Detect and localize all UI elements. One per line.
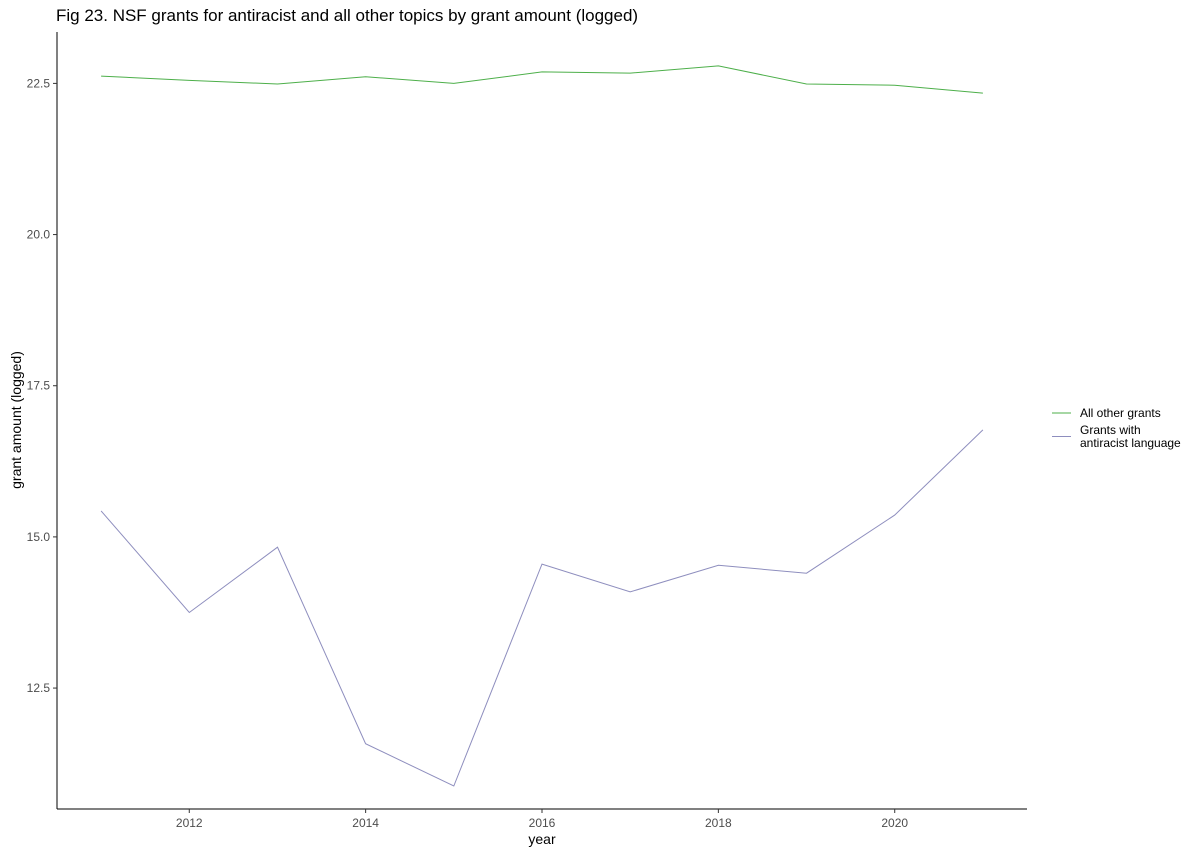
y-tick-label: 20.0	[27, 228, 51, 242]
x-tick-label: 2020	[881, 816, 908, 830]
x-tick-label: 2018	[705, 816, 732, 830]
x-ticks: 2012 2014 2016 2018 2020	[176, 809, 908, 830]
legend-label-1: Grants with antiracist language	[1080, 423, 1181, 450]
axes	[56, 32, 1027, 810]
plot-lines	[100, 65, 984, 787]
x-tick-label: 2014	[352, 816, 379, 830]
y-ticks: 12.5 15.0 17.5 20.0 22.5	[27, 76, 57, 695]
y-tick-label: 15.0	[27, 530, 51, 544]
series-line-0	[101, 65, 983, 94]
x-tick-label: 2016	[529, 816, 556, 830]
chart-title: Fig 23. NSF grants for antiracist and al…	[56, 6, 639, 25]
x-axis-title: year	[528, 831, 556, 847]
y-tick-label: 17.5	[27, 379, 51, 393]
legend-label-0: All other grants	[1080, 406, 1161, 420]
legend: All other grants Grants with antiracist la…	[1052, 406, 1181, 450]
y-tick-label: 22.5	[27, 76, 51, 90]
y-axis-title: grant amount (logged)	[8, 351, 24, 489]
series-line-1	[100, 429, 984, 787]
x-tick-label: 2012	[176, 816, 203, 830]
y-tick-label: 12.5	[27, 681, 51, 695]
